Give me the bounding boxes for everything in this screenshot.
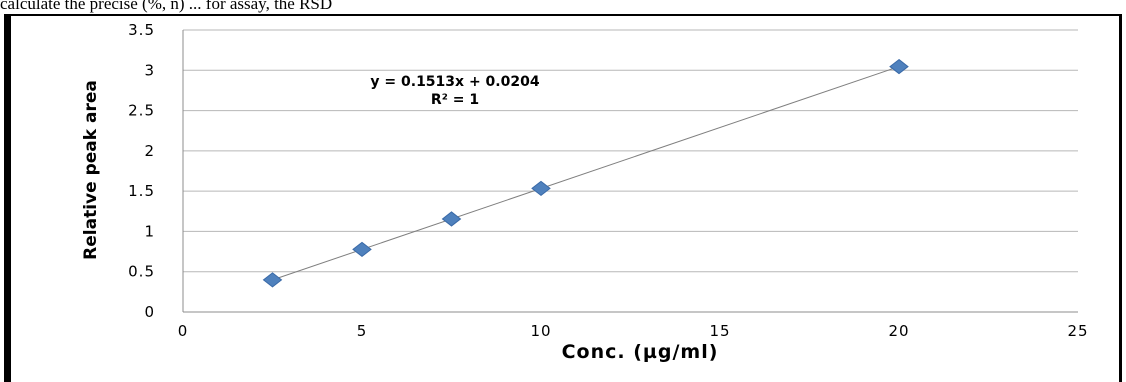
x-tick-label: 5 bbox=[357, 322, 368, 340]
data-points bbox=[262, 58, 909, 288]
trendline bbox=[272, 66, 900, 281]
x-tick-label: 20 bbox=[888, 322, 909, 340]
y-tick-label: 1 bbox=[144, 222, 155, 240]
data-point bbox=[441, 211, 462, 227]
data-point bbox=[531, 180, 551, 197]
r-squared-label: R² = 1 bbox=[431, 92, 479, 108]
x-axis-title: Conc. (µg/ml) bbox=[562, 341, 719, 363]
y-tick-label: 1.5 bbox=[128, 182, 155, 200]
x-tick-label: 25 bbox=[1067, 322, 1088, 340]
data-point bbox=[352, 241, 372, 258]
x-tick-label: 0 bbox=[178, 322, 189, 340]
x-tick-label: 15 bbox=[709, 322, 730, 340]
x-tick-labels: 0 5 10 15 20 25 bbox=[178, 322, 1088, 340]
figure-frame bbox=[4, 14, 1122, 382]
trendline-equation: y = 0.1513x + 0.0204 bbox=[370, 74, 539, 90]
y-tick-label: 0 bbox=[144, 303, 155, 321]
y-tick-label: 3 bbox=[144, 61, 155, 79]
y-axis-title: Relative peak area bbox=[81, 80, 101, 260]
y-tick-label: 2.5 bbox=[128, 102, 155, 120]
data-point bbox=[262, 272, 283, 288]
x-tick-label: 10 bbox=[530, 322, 551, 340]
y-tick-labels: 0 0.5 1 1.5 2 2.5 3 3.5 bbox=[128, 21, 155, 321]
gridlines bbox=[183, 29, 1078, 273]
data-point bbox=[889, 58, 909, 75]
page-top-text-fragment: calculate the precise (%, n) ... for ass… bbox=[0, 0, 333, 13]
y-tick-label: 0.5 bbox=[128, 263, 155, 281]
y-tick-label: 2 bbox=[144, 142, 155, 160]
y-tick-label: 3.5 bbox=[128, 21, 155, 39]
